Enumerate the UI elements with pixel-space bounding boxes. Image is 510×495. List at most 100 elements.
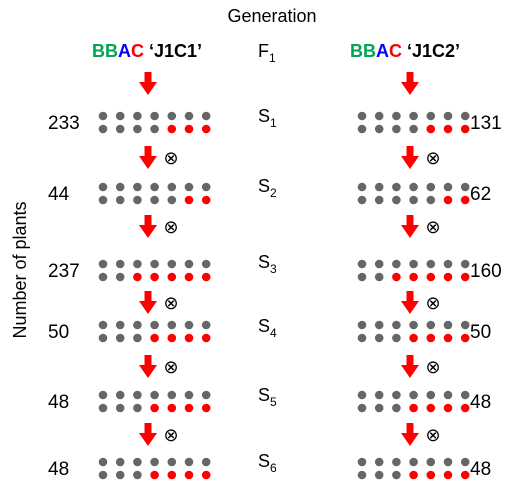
arrow-head — [401, 365, 419, 378]
gray-dot — [357, 272, 367, 282]
plant-count-left-S1: 233 — [48, 113, 80, 134]
gray-dot — [201, 182, 211, 192]
gray-dot — [357, 457, 367, 467]
gray-dot — [150, 390, 159, 400]
arrow-head — [139, 433, 157, 446]
gray-dot — [150, 320, 159, 330]
arrow-left-S5 — [139, 423, 157, 446]
dot-grid-left-S3 — [98, 259, 211, 282]
arrow-head — [139, 301, 157, 314]
gray-dot — [98, 272, 108, 282]
gray-dot — [374, 259, 384, 269]
arrow-left-S3 — [139, 291, 157, 314]
arrow-left-S1 — [139, 146, 157, 169]
gray-dot — [184, 390, 194, 400]
red-dot — [443, 124, 453, 134]
red-dot — [201, 124, 211, 134]
gray-dot — [98, 124, 108, 134]
arrow-shaft — [406, 72, 414, 83]
selfing-symbol: ⊗ — [425, 357, 440, 377]
arrow-head — [401, 82, 419, 95]
gray-dot — [426, 390, 436, 400]
selfing-symbol: ⊗ — [425, 217, 440, 237]
arrow-shaft — [406, 355, 414, 366]
red-dot — [184, 272, 194, 282]
generation-label-S1: S1 — [258, 106, 277, 130]
gray-dot — [133, 195, 142, 205]
generation-label-S5: S5 — [258, 385, 277, 409]
gray-dot — [409, 124, 418, 134]
gray-dot — [115, 457, 125, 467]
gray-dot — [460, 182, 470, 192]
red-dot — [426, 333, 436, 343]
gray-dot — [133, 333, 142, 343]
gray-dot — [201, 259, 211, 269]
red-dot — [460, 333, 470, 343]
selfing-symbol: ⊗ — [163, 148, 178, 168]
gray-dot — [133, 124, 142, 134]
gray-dot — [443, 111, 453, 121]
number-of-plants-label: Number of plants — [10, 201, 30, 338]
gray-dot — [167, 182, 177, 192]
gray-dot — [98, 333, 108, 343]
gray-dot — [374, 457, 384, 467]
gray-dot — [357, 182, 367, 192]
red-dot — [201, 403, 211, 413]
generation-label-S4: S4 — [258, 316, 277, 340]
gray-dot — [357, 124, 367, 134]
arrow-right-S4 — [401, 355, 419, 378]
red-dot — [184, 333, 194, 343]
gray-dot — [374, 390, 384, 400]
gray-dot — [115, 124, 125, 134]
arrow-shaft — [406, 215, 414, 226]
red-dot — [443, 403, 453, 413]
gray-dot — [460, 457, 470, 467]
arrow-left-S4 — [139, 355, 157, 378]
arrow-head — [139, 82, 157, 95]
gray-dot — [98, 111, 108, 121]
gray-dot — [150, 195, 159, 205]
gray-dot — [374, 320, 384, 330]
red-dot — [150, 333, 159, 343]
gray-dot — [426, 259, 436, 269]
gray-dot — [115, 390, 125, 400]
gray-dot — [133, 457, 142, 467]
line-header-left: BBAC ‘J1C1’ — [92, 41, 202, 61]
generation-letter: F — [258, 41, 269, 61]
generation-label-F1: F1 — [258, 41, 276, 65]
gray-dot — [443, 320, 453, 330]
gray-dot — [374, 403, 384, 413]
red-dot — [409, 272, 418, 282]
gray-dot — [392, 259, 401, 269]
gray-dot — [150, 259, 159, 269]
selfing-symbol: ⊗ — [425, 148, 440, 168]
arrow-shaft — [406, 423, 414, 434]
genome-letter: C — [131, 41, 144, 61]
gray-dot — [357, 390, 367, 400]
arrow-right-S2 — [401, 215, 419, 238]
plant-count-right-S4: 50 — [470, 322, 491, 343]
gray-dot — [392, 111, 401, 121]
dot-grid-left-S4 — [98, 320, 211, 343]
dot-grid-right-S6 — [357, 457, 470, 480]
gray-dot — [184, 457, 194, 467]
generation-subscript: 1 — [270, 116, 277, 130]
dot-grid-left-S1 — [98, 111, 211, 134]
gray-dot — [357, 403, 367, 413]
gray-dot — [374, 195, 384, 205]
gray-dot — [150, 111, 159, 121]
plant-count-left-S2: 44 — [48, 184, 70, 205]
red-dot — [133, 272, 142, 282]
gray-dot — [409, 320, 418, 330]
red-dot — [184, 124, 194, 134]
gray-dot — [133, 390, 142, 400]
plant-count-left-S3: 237 — [48, 261, 80, 282]
gray-dot — [98, 195, 108, 205]
arrow-shaft — [144, 146, 152, 157]
generation-subscript: 6 — [270, 461, 277, 475]
gray-dot — [115, 182, 125, 192]
genome-letter: C — [389, 41, 402, 61]
red-dot — [426, 272, 436, 282]
gray-dot — [98, 457, 108, 467]
plant-count-right-S6: 48 — [470, 459, 491, 480]
